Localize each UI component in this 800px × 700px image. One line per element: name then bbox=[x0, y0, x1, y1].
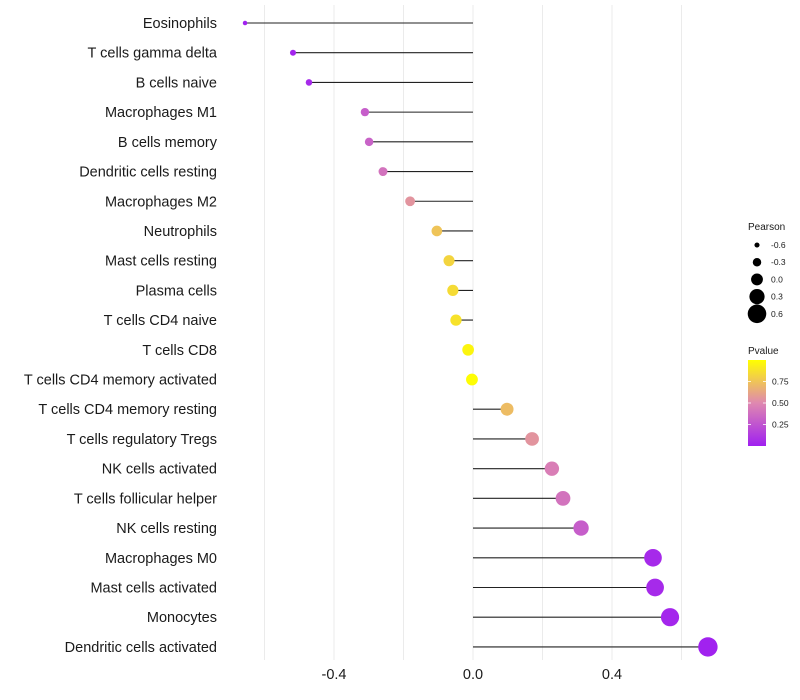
y-tick-label: Macrophages M1 bbox=[105, 105, 217, 121]
color-legend-bar bbox=[748, 360, 766, 446]
y-tick-label: Dendritic cells activated bbox=[65, 640, 217, 656]
point bbox=[289, 49, 297, 56]
point bbox=[360, 107, 370, 117]
x-axis-labels: -0.4 0.0 0.4 bbox=[322, 667, 623, 683]
point bbox=[378, 167, 388, 177]
point bbox=[698, 637, 718, 657]
y-tick-label: T cells CD8 bbox=[142, 343, 217, 359]
y-tick-label: T cells CD4 naive bbox=[104, 313, 217, 329]
x-tick-label: 0.0 bbox=[463, 667, 483, 683]
point bbox=[525, 432, 539, 446]
y-axis-labels: Eosinophils T cells gamma delta B cells na… bbox=[24, 16, 218, 656]
size-legend-key bbox=[747, 304, 767, 324]
y-tick-label: NK cells activated bbox=[102, 462, 217, 478]
point bbox=[450, 314, 462, 326]
point bbox=[431, 225, 443, 237]
y-tick-label: T cells CD4 memory resting bbox=[38, 402, 217, 418]
y-tick-label: B cells memory bbox=[118, 135, 218, 151]
y-tick-label: B cells naive bbox=[136, 75, 217, 91]
y-tick-label: Eosinophils bbox=[143, 16, 217, 32]
point bbox=[242, 20, 248, 26]
color-legend-ticks: 0.75 0.50 0.25 bbox=[748, 377, 789, 430]
y-tick-label: Plasma cells bbox=[136, 283, 217, 299]
point bbox=[447, 284, 459, 296]
gridlines bbox=[264, 5, 682, 660]
y-tick-label: Macrophages M0 bbox=[105, 551, 217, 567]
size-legend-key bbox=[751, 273, 763, 286]
point bbox=[500, 402, 514, 416]
point bbox=[660, 608, 680, 627]
point bbox=[646, 578, 664, 597]
y-tick-label: NK cells resting bbox=[116, 521, 217, 537]
point bbox=[573, 520, 589, 536]
color-legend-title: Pvalue bbox=[748, 346, 779, 357]
color-legend-label: 0.25 bbox=[772, 420, 789, 430]
size-legend-title: Pearson bbox=[748, 222, 785, 233]
y-tick-label: T cells follicular helper bbox=[74, 491, 217, 507]
y-tick-label: Neutrophils bbox=[144, 224, 217, 240]
x-tick-label: -0.4 bbox=[322, 667, 347, 683]
size-legend-label: -0.3 bbox=[771, 257, 786, 267]
color-legend-label: 0.75 bbox=[772, 377, 789, 387]
color-legend-label: 0.50 bbox=[772, 398, 789, 408]
size-legend: -0.6 -0.3 0.0 0.3 0.6 bbox=[747, 240, 786, 324]
size-legend-label: 0.3 bbox=[771, 292, 783, 302]
point bbox=[462, 343, 474, 356]
x-tick-label: 0.4 bbox=[602, 667, 622, 683]
y-tick-label: T cells CD4 memory activated bbox=[24, 373, 217, 389]
point bbox=[544, 461, 560, 476]
size-legend-label: -0.6 bbox=[771, 240, 786, 250]
point bbox=[364, 137, 374, 147]
size-legend-key bbox=[754, 242, 760, 248]
y-tick-label: Mast cells resting bbox=[105, 254, 217, 270]
size-legend-key bbox=[749, 289, 765, 305]
size-legend-label: 0.6 bbox=[771, 309, 783, 319]
y-tick-label: T cells regulatory Tregs bbox=[67, 432, 217, 448]
point bbox=[405, 196, 416, 207]
stems bbox=[245, 22, 708, 648]
point bbox=[555, 490, 571, 506]
y-tick-label: Mast cells activated bbox=[90, 580, 217, 596]
y-tick-label: Macrophages M2 bbox=[105, 194, 217, 210]
size-legend-key bbox=[752, 257, 762, 267]
point bbox=[443, 255, 455, 267]
y-tick-label: T cells gamma delta bbox=[88, 46, 218, 62]
point bbox=[466, 373, 478, 386]
points bbox=[242, 20, 718, 657]
y-tick-label: Dendritic cells resting bbox=[79, 165, 217, 181]
point bbox=[305, 79, 313, 86]
y-tick-label: Monocytes bbox=[147, 610, 217, 626]
point bbox=[644, 548, 662, 567]
size-legend-label: 0.0 bbox=[771, 274, 783, 284]
legend: Pearson -0.6 -0.3 0.0 0.3 0.6 Pvalue 0.75 0.5… bbox=[747, 222, 789, 446]
